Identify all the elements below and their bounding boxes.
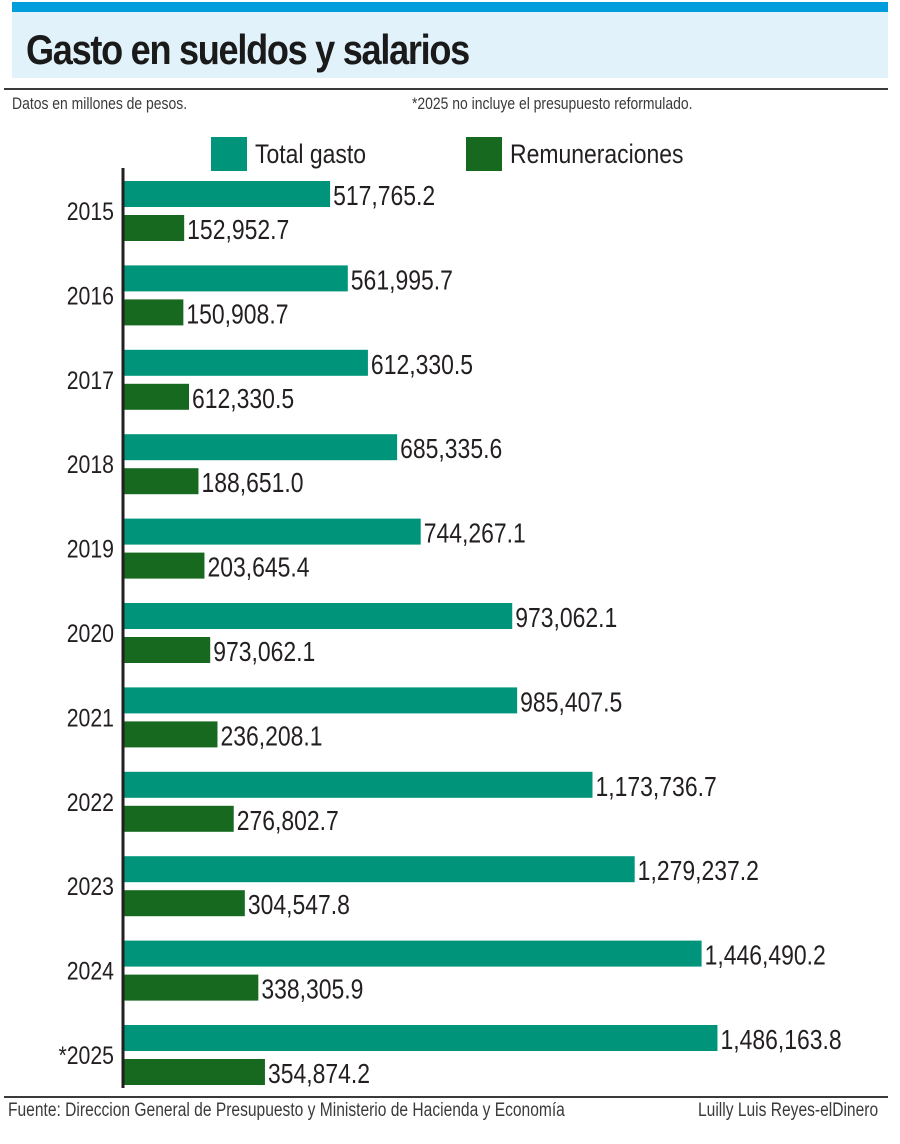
bar-remuneraciones — [123, 215, 185, 241]
data-label-total-gasto: 561,995.7 — [351, 265, 453, 296]
category-label: 2015 — [67, 197, 114, 225]
data-label-total-gasto: 685,335.6 — [400, 434, 502, 465]
bar-total-gasto — [123, 1025, 718, 1051]
page-title: Gasto en sueldos y salarios — [26, 26, 470, 73]
category-label: 2016 — [67, 282, 114, 310]
data-label-total-gasto: 973,062.1 — [515, 603, 617, 634]
legend-label-total-gasto: Total gasto — [255, 138, 367, 169]
bar-remuneraciones — [123, 721, 218, 748]
credit-note: Luilly Luis Reyes-elDinero — [698, 1100, 879, 1121]
category-label: 2018 — [67, 451, 114, 479]
category-label: 2019 — [67, 535, 114, 563]
data-label-total-gasto: 985,407.5 — [520, 687, 622, 718]
bar-remuneraciones — [123, 552, 205, 579]
data-label-total-gasto: 744,267.1 — [424, 519, 526, 550]
bar-total-gasto — [123, 603, 513, 629]
data-label-remuneraciones: 276,802.7 — [237, 806, 339, 837]
category-label: 2023 — [67, 873, 114, 901]
category-label: *2025 — [58, 1041, 114, 1069]
data-label-remuneraciones: 304,547.8 — [248, 890, 350, 921]
bar-total-gasto — [123, 181, 331, 207]
data-label-remuneraciones: 203,645.4 — [207, 553, 309, 584]
data-label-total-gasto: 1,446,490.2 — [705, 941, 826, 972]
bar-total-gasto — [123, 518, 421, 545]
category-label: 2020 — [67, 619, 114, 647]
bar-remuneraciones — [123, 383, 189, 410]
bar-total-gasto — [123, 434, 398, 461]
bar-total-gasto — [123, 349, 368, 376]
legend-item-total-gasto: Total gasto — [211, 137, 386, 171]
header-accent-bar — [12, 2, 888, 12]
bar-total-gasto — [123, 687, 518, 714]
bar-total-gasto — [123, 265, 348, 292]
data-label-remuneraciones: 150,908.7 — [186, 299, 288, 330]
data-label-total-gasto: 517,765.2 — [333, 181, 435, 212]
bar-total-gasto — [123, 771, 593, 798]
data-label-remuneraciones: 152,952.7 — [187, 215, 289, 246]
bar-remuneraciones — [123, 468, 199, 495]
bar-total-gasto — [123, 856, 635, 883]
data-label-remuneraciones: 236,208.1 — [220, 721, 322, 752]
source-note: Fuente: Direccion General de Presupuesto… — [8, 1100, 565, 1121]
category-label: 2017 — [67, 366, 114, 394]
bar-remuneraciones — [123, 1059, 265, 1085]
bar-remuneraciones — [123, 637, 211, 663]
data-label-remuneraciones: 338,305.9 — [261, 975, 363, 1006]
data-label-remuneraciones: 188,651.0 — [201, 468, 303, 499]
units-note: Datos en millones de pesos. — [12, 94, 188, 113]
legend-swatch-remuneraciones — [466, 137, 502, 171]
footer-divider — [4, 1096, 888, 1098]
bar-remuneraciones — [123, 299, 184, 326]
header-divider — [4, 88, 888, 90]
bar-remuneraciones — [123, 974, 259, 1001]
bar-remuneraciones — [123, 890, 245, 917]
data-label-total-gasto: 1,279,237.2 — [638, 856, 759, 887]
legend-label-remuneraciones: Remuneraciones — [510, 138, 684, 169]
category-label: 2022 — [67, 788, 114, 816]
bar-total-gasto — [123, 940, 702, 967]
category-label: 2024 — [67, 957, 114, 985]
category-label: 2021 — [67, 704, 114, 732]
bar-remuneraciones — [123, 805, 234, 832]
title-box: Gasto en sueldos y salarios — [12, 12, 888, 78]
data-label-remuneraciones: 973,062.1 — [213, 637, 315, 668]
data-label-remuneraciones: 354,874.2 — [268, 1059, 370, 1090]
data-label-total-gasto: 1,486,163.8 — [720, 1025, 841, 1056]
footnote-2025: *2025 no incluye el presupuesto reformul… — [412, 94, 693, 113]
legend-item-remuneraciones: Remuneraciones — [466, 137, 714, 171]
data-label-remuneraciones: 612,330.5 — [192, 384, 294, 415]
legend-swatch-total-gasto — [211, 137, 247, 171]
data-label-total-gasto: 612,330.5 — [371, 350, 473, 381]
data-label-total-gasto: 1,173,736.7 — [595, 772, 716, 803]
